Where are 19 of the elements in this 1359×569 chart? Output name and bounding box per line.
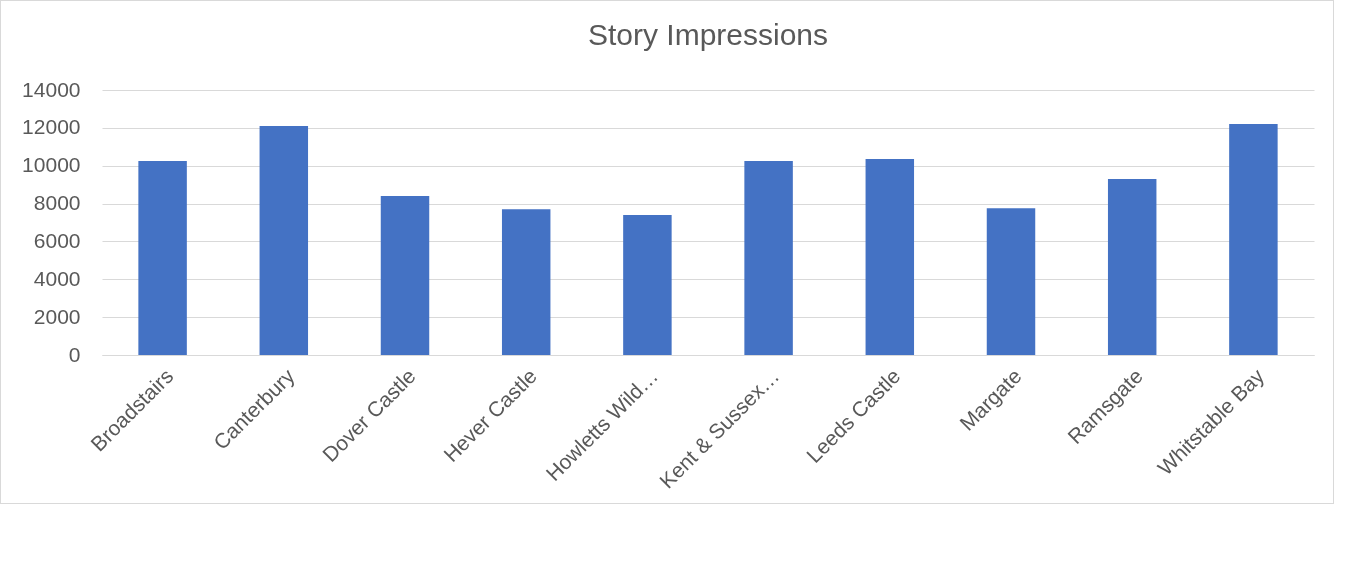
bar	[501, 209, 551, 355]
y-tick-label: 2000	[33, 304, 81, 328]
bar	[744, 160, 793, 355]
bar	[259, 125, 309, 355]
y-tick-label: 10000	[22, 153, 81, 177]
chart-title: Story Impressions	[587, 18, 829, 51]
y-tick-label: 0	[68, 342, 81, 366]
bar	[865, 159, 915, 355]
bar	[1107, 178, 1157, 355]
bar	[138, 160, 187, 355]
y-tick-label: 4000	[33, 266, 81, 290]
y-tick-label: 14000	[22, 77, 81, 101]
bar	[380, 196, 430, 355]
y-tick-label: 8000	[33, 191, 81, 215]
bar	[986, 208, 1036, 355]
y-tick-label: 6000	[33, 228, 81, 252]
bar	[1229, 124, 1278, 355]
y-tick-label: 12000	[22, 115, 81, 139]
bar	[623, 214, 672, 355]
